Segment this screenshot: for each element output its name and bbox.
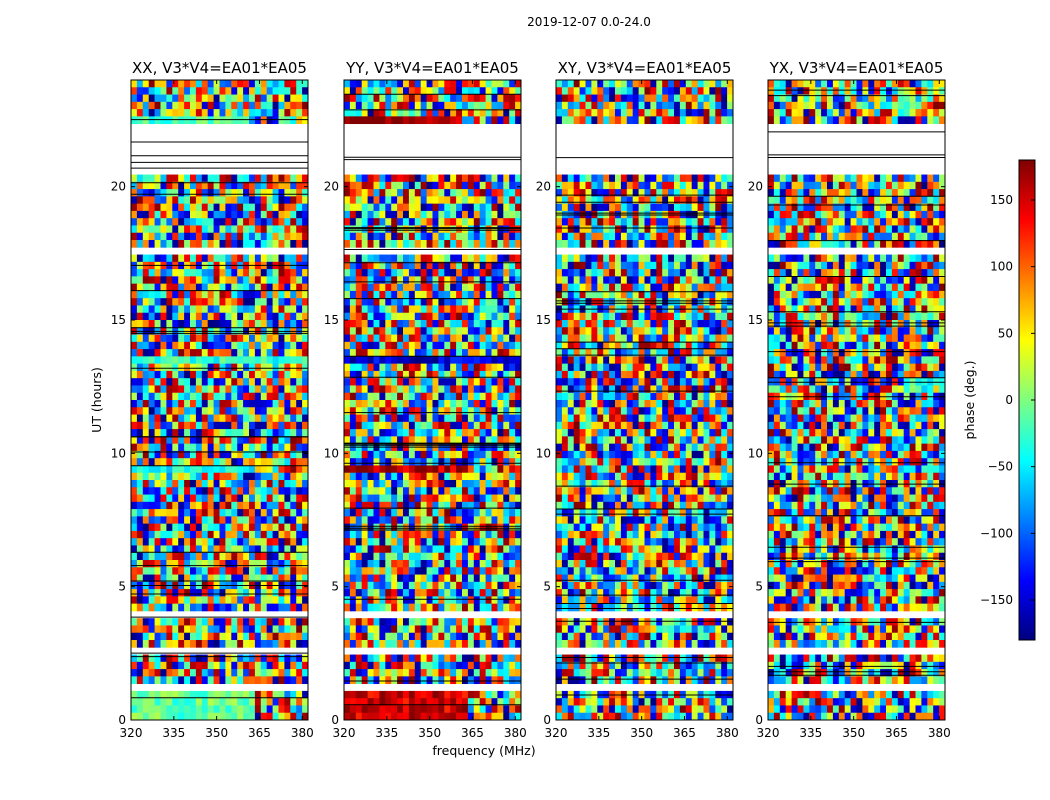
x-tick-label: 320 xyxy=(757,726,780,740)
colorbar-label: phase (deg.) xyxy=(962,361,977,440)
colorbar-tick-label: 0 xyxy=(1005,393,1013,407)
x-tick-label: 335 xyxy=(587,726,610,740)
y-tick-label: 5 xyxy=(331,580,339,594)
panel-title: XY, V3*V4=EA01*EA05 xyxy=(558,59,732,77)
panel-yx: YX, V3*V4=EA01*EA05 320 335 350 365 380 0 5 10 15… xyxy=(748,59,951,740)
x-tick-label: 350 xyxy=(418,726,441,740)
colorbar-tick-label: 50 xyxy=(998,326,1013,340)
figure-title: 2019-12-07 0.0-24.0 xyxy=(527,15,651,29)
y-tick-label: 10 xyxy=(748,446,763,460)
colorbar-tick-label: −150 xyxy=(980,593,1013,607)
y-tick-label: 10 xyxy=(324,446,339,460)
colorbar-tick-label: −100 xyxy=(980,526,1013,540)
x-tick-label: 335 xyxy=(375,726,398,740)
x-tick-label: 350 xyxy=(630,726,653,740)
phase-heatmap xyxy=(556,80,734,721)
x-tick-label: 365 xyxy=(673,726,696,740)
y-tick-label: 0 xyxy=(543,713,551,727)
x-tick-label: 380 xyxy=(504,726,527,740)
x-tick-label: 320 xyxy=(120,726,143,740)
y-tick-label: 5 xyxy=(543,580,551,594)
y-tick-label: 5 xyxy=(755,580,763,594)
y-tick-label: 20 xyxy=(536,180,551,194)
panel-frame xyxy=(343,79,522,721)
panel-xx: XX, V3*V4=EA01*EA05 320 335 350 365 380 0 5 10 15… xyxy=(111,59,314,740)
phase-heatmap xyxy=(768,80,946,721)
x-tick-label: 365 xyxy=(248,726,271,740)
panel-frame xyxy=(555,79,734,721)
panel-title: YX, V3*V4=EA01*EA05 xyxy=(769,59,944,77)
panel-title: XX, V3*V4=EA01*EA05 xyxy=(132,59,307,77)
y-tick-label: 0 xyxy=(755,713,763,727)
phase-heatmap xyxy=(344,80,522,721)
x-tick-label: 380 xyxy=(928,726,951,740)
y-tick-label: 20 xyxy=(324,180,339,194)
panel-frame xyxy=(130,79,309,721)
colorbar: −150 −100 −50 0 50 100 150 phase (deg.) xyxy=(962,159,1036,641)
y-tick-label: 0 xyxy=(331,713,339,727)
x-tick-label: 320 xyxy=(333,726,356,740)
y-tick-label: 20 xyxy=(111,180,126,194)
x-axis-label: frequency (MHz) xyxy=(432,743,535,758)
y-tick-label: 5 xyxy=(118,580,126,594)
colorbar-tick-label: 150 xyxy=(990,193,1013,207)
x-tick-label: 335 xyxy=(162,726,185,740)
y-tick-label: 15 xyxy=(536,313,551,327)
panels-group: XX, V3*V4=EA01*EA05 320 335 350 365 380 0 5 10 15… xyxy=(111,59,951,740)
panel-frame xyxy=(767,79,946,721)
y-tick-label: 10 xyxy=(536,446,551,460)
x-tick-label: 335 xyxy=(799,726,822,740)
panel-yy: YY, V3*V4=EA01*EA05 320 335 350 365 380 0 5 10 15… xyxy=(324,59,527,740)
colorbar-tick-label: 100 xyxy=(990,260,1013,274)
y-tick-label: 20 xyxy=(748,180,763,194)
colorbar-tick-label: −50 xyxy=(988,460,1013,474)
y-tick-label: 10 xyxy=(111,446,126,460)
y-tick-label: 15 xyxy=(748,313,763,327)
phase-heatmap xyxy=(131,80,309,721)
y-tick-label: 15 xyxy=(324,313,339,327)
x-tick-label: 365 xyxy=(461,726,484,740)
x-tick-label: 350 xyxy=(205,726,228,740)
y-axis-label: UT (hours) xyxy=(89,367,104,433)
x-tick-label: 380 xyxy=(291,726,314,740)
x-tick-label: 365 xyxy=(885,726,908,740)
y-tick-label: 0 xyxy=(118,713,126,727)
x-tick-label: 380 xyxy=(716,726,739,740)
panel-xy: XY, V3*V4=EA01*EA05 320 335 350 365 380 0 5 10 15… xyxy=(536,59,739,740)
x-tick-label: 320 xyxy=(545,726,568,740)
x-tick-label: 350 xyxy=(842,726,865,740)
panel-title: YY, V3*V4=EA01*EA05 xyxy=(345,59,519,77)
y-tick-label: 15 xyxy=(111,313,126,327)
